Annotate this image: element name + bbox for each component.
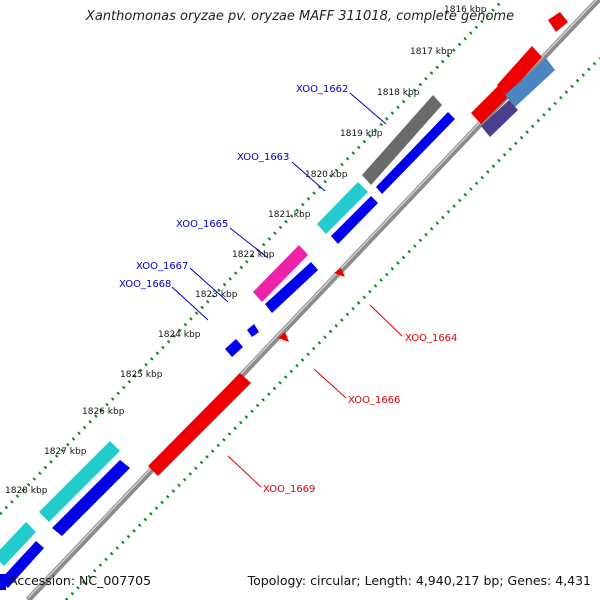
gene-feature-red[interactable] [148, 373, 251, 476]
scale-label: 1822 kbp [232, 250, 275, 260]
gene-labels: XOO_1662 XOO_1663 XOO_1665 XOO_1667 XOO_… [119, 84, 457, 495]
scale-label: 1827 kbp [44, 447, 87, 457]
gene-feature-steelblue[interactable] [505, 58, 555, 107]
scale-label: 1821 kbp [268, 210, 311, 220]
gene-label[interactable]: XOO_1666 [348, 395, 400, 406]
gene-feature-red[interactable] [471, 86, 508, 124]
gene-feature-red[interactable] [278, 332, 289, 342]
gene-feature-magenta[interactable] [253, 245, 308, 302]
outer-scale-track [64, 56, 600, 600]
gene-label[interactable]: XOO_1668 [119, 279, 171, 290]
scale-label: 1824 kbp [158, 330, 201, 340]
gene-feature-purple[interactable] [481, 100, 518, 137]
gene-label[interactable]: XOO_1667 [136, 261, 188, 272]
forward-feature-track [0, 12, 568, 588]
gene-feature-blue[interactable] [265, 262, 318, 313]
genome-summary-text: Topology: circular; Length: 4,940,217 bp… [247, 573, 591, 588]
scale-label: 1820 kbp [305, 170, 348, 180]
leader-lines [171, 92, 403, 488]
scale-label: 1818 kbp [377, 88, 420, 98]
scale-label: 1828 kbp [5, 486, 48, 496]
gene-label[interactable]: XOO_1664 [405, 333, 457, 344]
scale-label: 1819 kbp [340, 129, 383, 139]
scale-label: 1816 kbp [444, 5, 487, 15]
gene-feature-red[interactable] [497, 46, 542, 96]
map-title: Xanthomonas oryzae pv. oryzae MAFF 31101… [85, 9, 515, 24]
gene-label[interactable]: XOO_1669 [263, 484, 315, 495]
gene-label[interactable]: XOO_1663 [237, 152, 289, 163]
gene-feature-blue[interactable] [225, 339, 243, 357]
reverse-feature-track [148, 46, 555, 476]
gene-feature-cyan[interactable] [317, 182, 368, 234]
gene-feature-blue[interactable] [0, 541, 44, 588]
gene-feature-red[interactable] [334, 268, 345, 277]
gene-feature-blue[interactable] [52, 460, 130, 536]
scale-labels: 1816 kbp 1817 kbp 1818 kbp 1819 kbp 1820… [5, 5, 487, 496]
scale-label: 1826 kbp [82, 407, 125, 417]
gene-label[interactable]: XOO_1665 [176, 219, 228, 230]
gene-label[interactable]: XOO_1662 [296, 84, 348, 95]
scale-label: 1825 kbp [120, 370, 163, 380]
gene-feature-blue[interactable] [376, 112, 455, 194]
accession-text: Accession: NC_007705 [9, 573, 152, 588]
scale-label: 1817 kbp [410, 47, 453, 57]
corner-marker [0, 574, 6, 590]
gene-feature-gray[interactable] [362, 95, 442, 185]
gene-feature-cyan[interactable] [0, 522, 36, 566]
gene-feature-red[interactable] [548, 12, 568, 32]
gene-feature-blue[interactable] [331, 196, 378, 244]
gene-feature-blue[interactable] [247, 324, 259, 337]
gene-feature-cyan[interactable] [39, 441, 120, 522]
scale-label: 1823 kbp [195, 290, 238, 300]
